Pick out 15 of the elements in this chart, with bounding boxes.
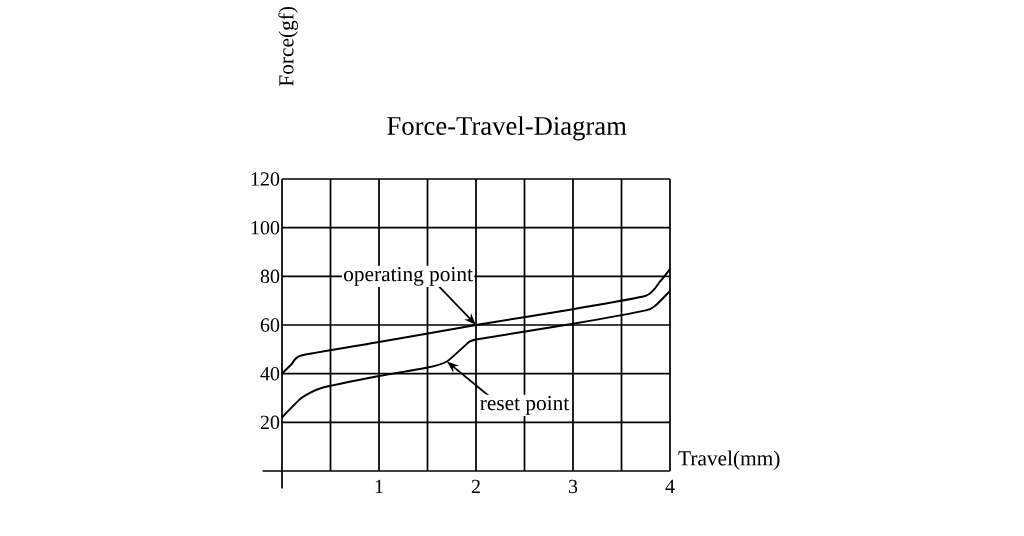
y-tick-label: 100 — [251, 220, 280, 235]
annotation: reset point — [480, 395, 570, 415]
annotation: operating point — [344, 266, 473, 286]
chart-title: Force-Travel-Diagram — [387, 116, 627, 141]
y-tick-label: 120 — [251, 172, 280, 186]
y-tick-label: 40 — [260, 366, 280, 381]
y-tick-label: 60 — [260, 318, 280, 332]
x-axis-title: Travel(mm) — [678, 450, 780, 470]
y-tick-label: 80 — [260, 269, 280, 284]
x-tick-label: 2 — [471, 479, 480, 493]
x-tick-label: 3 — [568, 479, 578, 494]
x-tick-label: 1 — [375, 479, 383, 493]
x-tick-label: 4 — [665, 479, 675, 493]
y-tick-label: 20 — [260, 415, 280, 430]
y-axis-title: Force(gf) — [278, 6, 298, 86]
